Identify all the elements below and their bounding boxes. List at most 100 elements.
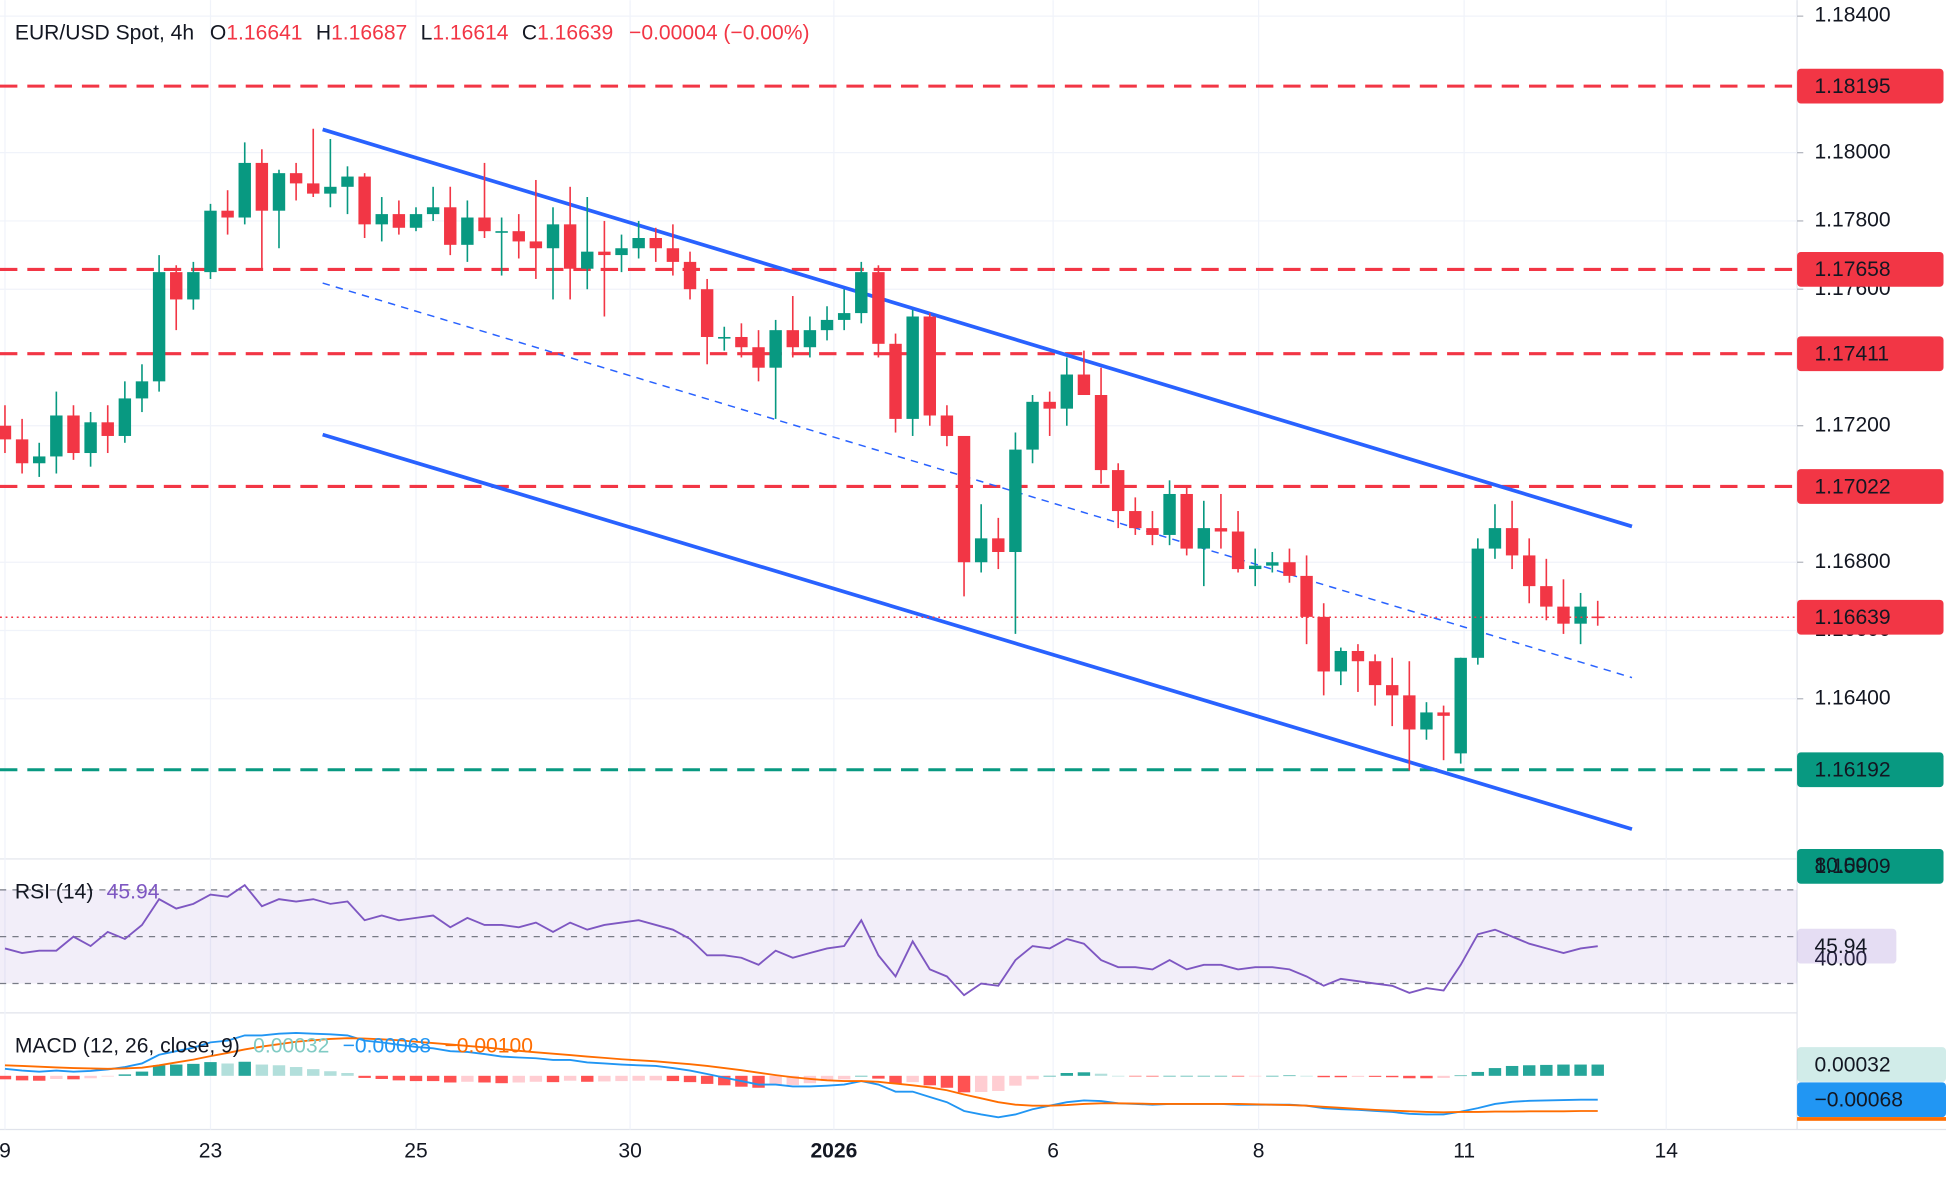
- candle-body: [341, 176, 354, 187]
- candle-body: [101, 422, 114, 436]
- candle-body: [204, 210, 217, 273]
- histogram-bar: [152, 1065, 166, 1076]
- histogram-bar: [1231, 1075, 1245, 1077]
- candle-body: [1197, 528, 1211, 549]
- signal-line: [4, 1037, 1598, 1114]
- price-tag-bg: [1797, 752, 1944, 788]
- histogram-bar: [409, 1075, 423, 1082]
- candle-body: [563, 224, 577, 269]
- signal-tag-edge: [1797, 1117, 1946, 1121]
- histogram-bar: [1197, 1075, 1211, 1077]
- macd-tag-bg: [1797, 1082, 1946, 1118]
- y-tick-label: 1.16400: [1814, 686, 1890, 709]
- candle-body: [581, 251, 594, 269]
- histogram-bar: [1437, 1075, 1450, 1078]
- ohlc-label: O: [210, 21, 226, 44]
- candle-body: [478, 217, 491, 232]
- ohlc-value: 1.16641: [226, 21, 302, 44]
- x-tick-label: 23: [199, 1139, 222, 1162]
- candle-body: [1403, 695, 1416, 730]
- histogram-bar: [204, 1062, 217, 1076]
- rsi-tick-label: 80.00: [1814, 854, 1867, 877]
- candle-body: [1026, 401, 1039, 450]
- candle-body: [255, 162, 269, 211]
- candle-body: [135, 381, 149, 399]
- rsi-title: RSI (14): [15, 880, 93, 903]
- candle-body: [1368, 661, 1382, 686]
- candle-body: [512, 231, 525, 242]
- candle-body: [820, 319, 834, 331]
- macd-line: [4, 1031, 1598, 1119]
- histogram-bar: [341, 1072, 354, 1076]
- histogram-bar: [1300, 1075, 1313, 1077]
- rsi-value: 45.94: [107, 880, 160, 903]
- candle-body: [33, 456, 46, 464]
- x-tick-label: 9: [0, 1139, 11, 1162]
- candle-body: [906, 316, 919, 419]
- ohlc-value: 1.16639: [537, 21, 613, 44]
- x-tick-label: 30: [618, 1139, 641, 1162]
- histogram-bar: [632, 1075, 645, 1081]
- candle-body: [1351, 650, 1365, 662]
- candle-body: [289, 173, 303, 184]
- histogram-bar: [992, 1075, 1005, 1091]
- y-tick-label: 1.17800: [1814, 209, 1890, 232]
- histogram-tag: 0.00032: [1814, 1053, 1890, 1076]
- histogram-bar: [649, 1075, 662, 1081]
- candle-body: [700, 289, 714, 337]
- candle-body: [632, 238, 645, 249]
- candle-body: [238, 162, 251, 218]
- histogram-bar: [15, 1075, 29, 1081]
- histogram-bar: [855, 1075, 868, 1077]
- price-tag-bg: [1797, 336, 1944, 372]
- histogram-bar: [769, 1075, 782, 1086]
- histogram-bar: [118, 1074, 132, 1076]
- candle-body: [1334, 650, 1348, 672]
- histogram-bar: [375, 1075, 388, 1079]
- candle-body: [1009, 449, 1022, 553]
- histogram-bar: [1368, 1075, 1382, 1077]
- candle-body: [1488, 528, 1502, 549]
- candle-body: [1111, 470, 1125, 512]
- histogram-bar: [1488, 1068, 1502, 1076]
- symbol-title: EUR/USD Spot, 4h: [15, 21, 194, 44]
- histogram-bar: [478, 1075, 491, 1083]
- histogram-bar: [940, 1075, 954, 1088]
- candle-body: [615, 248, 628, 256]
- candle-body: [1505, 528, 1519, 556]
- histogram-bar: [872, 1075, 885, 1079]
- macd-legend: MACD (12, 26, close, 9) 0.00032 −0.00068…: [15, 1034, 533, 1057]
- histogram-bar: [786, 1075, 799, 1085]
- candle-body: [1094, 395, 1108, 471]
- histogram-bar: [444, 1075, 457, 1083]
- candle-body: [1385, 685, 1399, 696]
- histogram-bar: [289, 1067, 303, 1076]
- candle-body: [1283, 562, 1296, 576]
- candle-body: [170, 272, 183, 300]
- price-tag-bg: [1797, 68, 1944, 104]
- histogram-bar: [170, 1064, 183, 1076]
- histogram-bar: [495, 1075, 508, 1084]
- price-tag: 1.17411: [1814, 343, 1889, 366]
- rsi-tag-bg: [1797, 928, 1897, 964]
- candle-body: [392, 214, 406, 228]
- candle-body: [1300, 575, 1313, 617]
- macd-value: −0.00068: [343, 1034, 432, 1057]
- histogram-bar: [307, 1069, 320, 1076]
- trendline: [322, 432, 1633, 831]
- candle-body: [1060, 374, 1074, 409]
- candle-body: [50, 415, 63, 457]
- histogram-bar: [615, 1075, 628, 1082]
- ohlc-label: C: [522, 21, 537, 44]
- histogram-bar: [221, 1063, 234, 1076]
- candle-body: [666, 248, 680, 262]
- candle-body: [272, 173, 286, 211]
- histogram-bar: [1454, 1075, 1467, 1077]
- candle-body: [1180, 493, 1193, 549]
- histogram-bar: [0, 1075, 12, 1080]
- histogram-bar: [1317, 1075, 1330, 1078]
- histogram-bar: [957, 1075, 971, 1093]
- y-tick-label: 1.18000: [1814, 140, 1890, 163]
